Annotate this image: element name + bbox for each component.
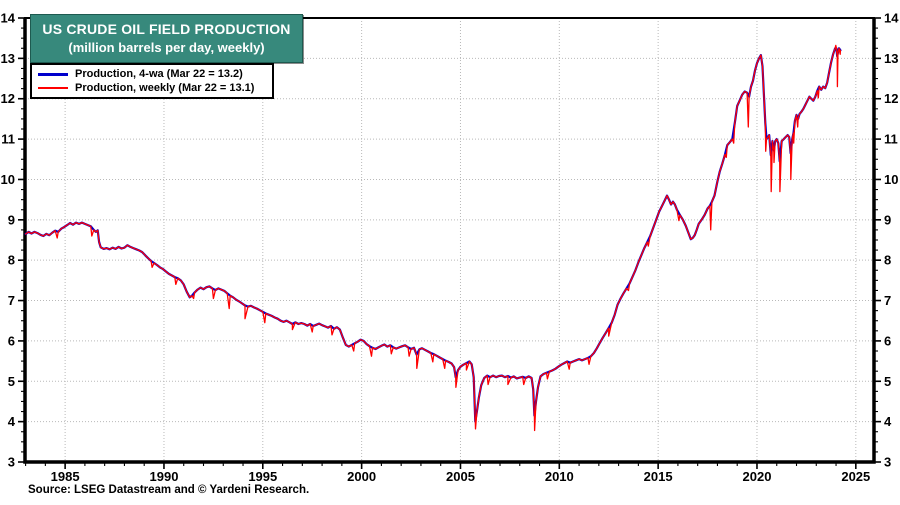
y-axis-label-right: 10 [884, 172, 898, 187]
production-4wa-line [24, 47, 842, 423]
legend-item-4wa: Production, 4-wa (Mar 22 = 13.2) [36, 67, 270, 81]
y-axis-label-right: 9 [884, 212, 891, 227]
y-axis-label-right: 6 [884, 333, 891, 348]
x-axis-label: 2000 [347, 469, 376, 484]
legend-label-4wa: Production, 4-wa (Mar 22 = 13.2) [75, 68, 243, 80]
y-axis-label-left: 9 [8, 212, 15, 227]
legend-item-weekly: Production, weekly (Mar 22 = 13.1) [36, 81, 270, 95]
legend-label-weekly: Production, weekly (Mar 22 = 13.1) [75, 82, 255, 94]
y-axis-label-left: 8 [8, 253, 15, 268]
chart-title: US CRUDE OIL FIELD PRODUCTION [42, 21, 291, 37]
chart-legend: Production, 4-wa (Mar 22 = 13.2) Product… [30, 63, 274, 99]
chart-title-box: US CRUDE OIL FIELD PRODUCTION (million b… [30, 14, 303, 63]
y-axis-label-left: 11 [1, 132, 15, 147]
source-note: Source: LSEG Datastream and © Yardeni Re… [28, 484, 310, 496]
y-axis-label-left: 3 [8, 455, 15, 470]
x-axis-label: 2020 [743, 469, 772, 484]
y-axis-label-left: 10 [1, 172, 15, 187]
x-axis-label: 2010 [545, 469, 574, 484]
y-axis-label-left: 4 [8, 414, 16, 429]
y-axis-label-left: 12 [1, 91, 15, 106]
legend-line-sample-blue [38, 72, 68, 76]
y-axis-label-left: 5 [8, 374, 15, 389]
y-axis-label-right: 4 [884, 414, 892, 429]
production-weekly-line [24, 44, 842, 432]
y-axis-label-right: 5 [884, 374, 891, 389]
y-axis-label-left: 14 [1, 11, 16, 26]
y-axis-label-right: 3 [884, 455, 891, 470]
x-axis-label: 1995 [248, 469, 277, 484]
y-axis-label-left: 7 [8, 293, 15, 308]
x-axis-label: 1985 [51, 469, 80, 484]
x-axis-label: 2015 [644, 469, 673, 484]
y-axis-label-left: 13 [1, 51, 15, 66]
y-axis-label-right: 14 [884, 11, 899, 26]
y-axis-label-right: 13 [884, 51, 898, 66]
y-axis-label-right: 12 [884, 91, 898, 106]
x-axis-label: 2025 [841, 469, 870, 484]
y-axis-label-right: 8 [884, 253, 891, 268]
y-axis-label-right: 11 [884, 132, 898, 147]
chart-subtitle: (million barrels per day, weekly) [68, 40, 265, 55]
x-axis-label: 1990 [150, 469, 179, 484]
y-axis-label-right: 7 [884, 293, 891, 308]
legend-line-sample-red [38, 87, 68, 89]
x-axis-label: 2005 [446, 469, 475, 484]
y-axis-label-left: 6 [8, 333, 15, 348]
